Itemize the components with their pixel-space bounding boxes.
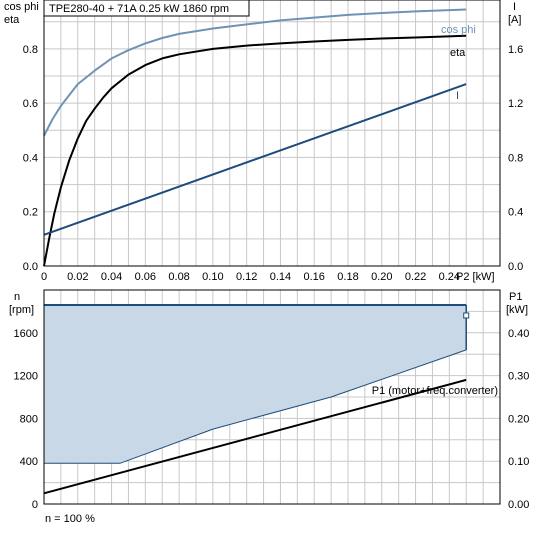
bottom-left-tick-label: 1600: [14, 328, 38, 340]
top-right-axis-title-2: [A]: [508, 14, 521, 26]
top-left-axis-title-1: cos phi: [4, 1, 39, 13]
top-right-tick-label: 0.4: [508, 207, 523, 219]
top-right-tick-labels: 0.0 0.4 0.8 1.2 1.6: [508, 44, 523, 273]
bottom-right-tick-label: 0.40: [508, 328, 529, 340]
title-box: [43, 0, 250, 17]
top-right-tick-label: 1.6: [508, 44, 523, 56]
top-left-tick-label: 0.8: [23, 44, 38, 56]
min-speed-line: [44, 349, 467, 464]
series-line-cos-phi: [43, 8, 467, 137]
series-label-current: I: [456, 90, 459, 102]
top-right-tick-label: 0.8: [508, 152, 523, 164]
bottom-left-axis-title-2: [rpm]: [9, 304, 34, 316]
speed-footnote: n = 100 %: [45, 513, 95, 525]
x-tick-labels: 0 0.02 0.04 0.06 0.08 0.10 0.12 0.14 0.16 0.18 0.2…: [41, 271, 460, 283]
top-chart-grid: [44, 0, 500, 266]
duty-point-marker: [463, 312, 470, 319]
bottom-right-tick-labels: 0.00 0.10 0.20 0.30 0.40: [508, 328, 529, 511]
bottom-right-axis-title-1: P1: [509, 291, 522, 303]
top-left-tick-labels: 0.0 0.2 0.4 0.6 0.8: [23, 44, 38, 273]
x-tick-label: 0.06: [135, 271, 156, 283]
top-right-axis-title-1: I: [513, 1, 516, 13]
x-axis-title: P2 [kW]: [456, 271, 495, 283]
series-line-eta: [43, 34, 467, 267]
x-tick-label: 0.04: [101, 271, 122, 283]
series-line-p1-motor-freq-converter: [43, 378, 467, 495]
top-left-tick-label: 0.2: [23, 207, 38, 219]
bottom-left-tick-label: 400: [20, 456, 38, 468]
top-chart-frame: [43, 0, 501, 267]
x-tick-label: 0.14: [270, 271, 291, 283]
bottom-left-axis-title-1: n: [14, 291, 20, 303]
x-tick-label: 0.08: [168, 271, 189, 283]
operating-area-fill: [44, 305, 467, 464]
bottom-right-tick-label: 0.00: [508, 499, 529, 511]
bottom-right-tick-label: 0.10: [508, 456, 529, 468]
top-left-axis-title-2: eta: [4, 14, 20, 26]
bottom-right-tick-label: 0.30: [508, 371, 529, 383]
x-tick-label: 0.16: [304, 271, 325, 283]
top-right-tick-label: 0.0: [508, 261, 523, 273]
bottom-left-tick-labels: 0 400 800 1200 1600: [14, 328, 38, 511]
series-label-p1: P1 (motor+freq.converter): [372, 385, 498, 397]
bottom-right-axis-title-2: [kW]: [506, 304, 528, 316]
x-tick-label: 0.22: [405, 271, 426, 283]
top-chart-plot: [43, 8, 467, 267]
top-right-tick-label: 1.2: [508, 98, 523, 110]
series-line-i: [43, 83, 467, 236]
bottom-right-tick-label: 0.20: [508, 413, 529, 425]
x-tick-label: 0.02: [67, 271, 88, 283]
bottom-chart-plot: [43, 303, 470, 495]
x-tick-label: 0.20: [371, 271, 392, 283]
series-label-cos-phi: cos phi: [441, 24, 476, 36]
top-left-tick-label: 0.6: [23, 98, 38, 110]
bottom-left-tick-label: 0: [32, 499, 38, 511]
top-left-tick-label: 0.0: [23, 261, 38, 273]
top-left-tick-label: 0.4: [23, 152, 38, 164]
bottom-chart-frame: [43, 289, 501, 505]
x-tick-label: 0.18: [337, 271, 358, 283]
x-tick-label: 0.24: [439, 271, 460, 283]
x-tick-label: 0.10: [202, 271, 223, 283]
bottom-left-tick-label: 1200: [14, 371, 38, 383]
x-tick-label: 0.12: [236, 271, 257, 283]
chart-title: TPE280-40 + 71A 0.25 kW 1860 rpm: [49, 3, 229, 15]
series-label-eta: eta: [450, 47, 466, 59]
bottom-left-tick-label: 800: [20, 413, 38, 425]
x-tick-label: 0: [41, 271, 47, 283]
